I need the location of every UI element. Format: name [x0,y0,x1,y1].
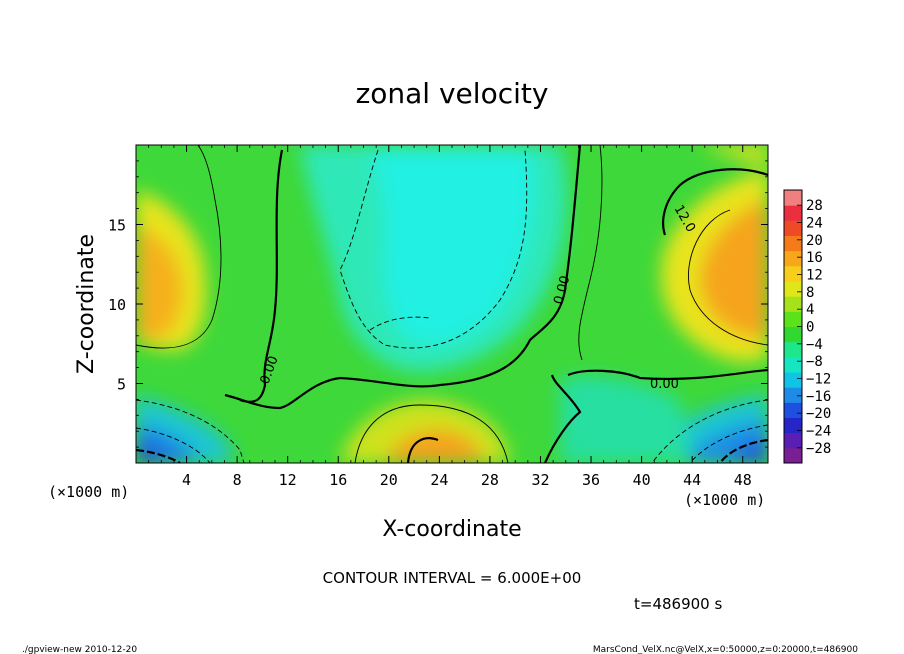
x-tick-label: 44 [683,471,701,489]
colorbar-swatch [784,296,802,312]
colorbar-swatch [784,432,802,449]
colorbar-swatch [784,220,802,236]
colorbar-swatch [784,311,802,327]
y-axis-title: Z-coordinate [74,234,99,374]
x-tick-label: 48 [734,471,752,489]
contour-label: 0.00 [650,377,679,392]
x-tick-label: 16 [329,471,347,489]
x-unit-label-left: (×1000 m) [48,483,129,501]
colorbar-swatch [784,281,802,297]
footer-right: MarsCond_VelX.nc@VelX,x=0:50000,z=0:2000… [593,645,858,654]
x-tick-label: 24 [430,471,448,489]
time-text: t=486900 s [634,595,722,613]
x-tick-label: 32 [531,471,549,489]
thin-contours [136,145,768,463]
contour-label: 0.00 [551,274,573,306]
colorbar-label: 24 [806,216,823,232]
colorbar-label: −4 [806,337,823,353]
colorbar-swatch [784,387,802,403]
x-tick-label: 20 [380,471,398,489]
colorbar-label: 12 [806,268,823,284]
y-tick-label: 15 [108,217,126,235]
y-tick-label: 10 [108,296,126,314]
colorbar-swatch [784,356,802,373]
colorbar-swatch [784,235,802,252]
colorbar-label: 4 [806,302,814,318]
colorbar-label: 28 [806,198,823,214]
zero-contours [224,145,768,463]
colorbar-swatch [784,447,802,464]
colorbar-label: −24 [806,424,831,440]
x-axis-title: X-coordinate [382,517,521,542]
colorbar-swatch [784,341,802,358]
colorbar-label: 8 [806,285,814,301]
colorbar-swatch [784,250,802,267]
colorbar-swatch [784,205,802,221]
colorbar-label: −12 [806,372,831,388]
x-tick-label: 36 [582,471,600,489]
colorbar-swatch [784,372,802,388]
y-tick-label: 5 [117,376,126,394]
x-tick-label: 4 [182,471,191,489]
colorbar-label: −28 [806,441,831,457]
negative-contours [136,149,768,463]
colorbar-swatch [784,190,802,206]
colorbar-swatch [784,417,802,434]
colorbar-swatch [784,326,802,343]
heatmap-field: 0.00 0.00 0.00 12.0 [136,145,768,463]
colorbar-label: 0 [806,320,814,336]
x-tick-label: 12 [279,471,297,489]
colorbar-label: −16 [806,389,831,405]
colorbar-label: −8 [806,354,823,370]
footer-left: ./gpview-new 2010-12-20 [22,645,137,654]
colorbar-swatch [784,402,802,418]
colorbar-label: 20 [806,233,823,249]
chart-title: zonal velocity [356,77,549,110]
x-axis: 4 8 12 16 20 24 28 32 36 40 44 48 [148,145,756,489]
x-tick-label: 40 [633,471,651,489]
colorbar-label: −20 [806,406,831,422]
x-tick-label: 8 [233,471,242,489]
x-tick-label: 28 [481,471,499,489]
colorbar-swatch [784,265,802,282]
colorbar-label: 16 [806,250,823,266]
contour-interval-text: CONTOUR INTERVAL = 6.000E+00 [323,569,582,587]
y-axis: 5 10 15 [108,160,768,448]
x-unit-label-right: (×1000 m) [684,491,765,509]
